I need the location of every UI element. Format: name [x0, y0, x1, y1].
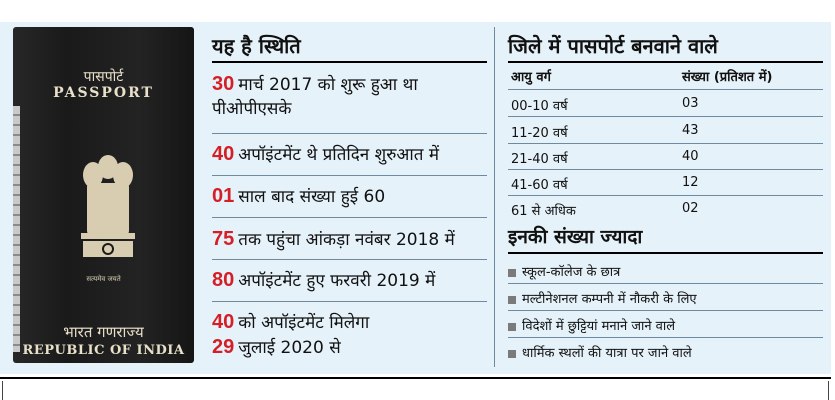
status-number: 40: [212, 311, 235, 333]
count-cell: 02: [682, 201, 699, 216]
passport-motto: सत्यमेव जयते: [86, 275, 121, 283]
passport-title-hindi: पासपोर्ट: [83, 69, 124, 85]
square-bullet-icon: [508, 268, 516, 277]
square-bullet-icon: [508, 295, 516, 304]
count-cell: 03: [682, 96, 699, 111]
status-text: साल बाद संख्या हुई 60: [238, 187, 386, 207]
majority-list-item: धार्मिक स्थलों की यात्रा पर जाने वाले: [508, 343, 692, 361]
status-item-2: 40 अपॉइंटमेंट थे प्रतिदिन शुरुआत में: [212, 142, 487, 167]
count-cell: 12: [682, 175, 699, 190]
column-divider: [494, 27, 495, 367]
status-number: 40: [212, 143, 235, 165]
square-bullet-icon: [508, 322, 516, 331]
majority-item-text: मल्टीनेशनल कम्पनी में नौकरी के लिए: [522, 292, 697, 307]
table-rule: [508, 143, 823, 144]
majority-list-item: मल्टीनेशनल कम्पनी में नौकरी के लिए: [508, 289, 697, 307]
status-item-1: 30 मार्च 2017 को शुरू हुआ था पीओपीएसके: [212, 72, 487, 121]
status-number: 30: [212, 73, 235, 95]
passport-cover-image: पासपोर्ट PASSPORT सत्यमेव जयते भारत गणरा…: [13, 27, 194, 363]
national-emblem-icon: [81, 155, 135, 257]
status-item-3: 01 साल बाद संख्या हुई 60: [212, 184, 487, 209]
column-header-age: आयु वर्ग: [511, 70, 551, 85]
status-heading: यह है स्थिति: [212, 34, 301, 58]
district-heading-rule: [508, 61, 823, 63]
status-text: जुलाई 2020 से: [238, 338, 341, 358]
bottom-rule: [0, 377, 831, 379]
majority-item-text: स्कूल-कॉलेज के छात्र: [522, 265, 621, 280]
district-heading: जिले में पासपोर्ट बनवाने वाले: [508, 34, 718, 58]
majority-item-text: धार्मिक स्थलों की यात्रा पर जाने वाले: [522, 346, 692, 361]
status-text: मार्च 2017 को शुरू हुआ था: [238, 75, 418, 95]
status-divider: [212, 259, 487, 260]
status-text: तक पहुंचा आंकड़ा नवंबर 2018 में: [238, 230, 455, 250]
table-rule: [508, 169, 823, 170]
status-item-5: 80 अपॉइंटमेंट हुए फरवरी 2019 में: [212, 268, 487, 293]
majority-heading-rule: [508, 252, 823, 254]
status-divider: [212, 133, 487, 134]
square-bullet-icon: [508, 349, 516, 358]
table-rule: [508, 195, 823, 196]
count-cell: 43: [682, 123, 699, 138]
next-section-frame: [2, 381, 829, 400]
age-group-cell: 00-10 वर्ष: [511, 99, 568, 114]
status-divider: [212, 175, 487, 176]
table-rule: [508, 89, 823, 90]
status-item-6: 40 को अपॉइंटमेंट मिलेगा 29 जुलाई 2020 से: [212, 310, 487, 360]
passport-country-english: REPUBLIC OF INDIA: [22, 343, 185, 358]
age-group-cell: 11-20 वर्ष: [511, 126, 568, 141]
passport-title-english: PASSPORT: [53, 85, 154, 101]
status-divider: [212, 217, 487, 218]
status-text: को अपॉइंटमेंट मिलेगा: [238, 313, 370, 333]
passport-page-edge: [13, 106, 20, 352]
age-group-cell: 21-40 वर्ष: [511, 152, 568, 167]
list-rule: [508, 283, 823, 284]
status-number: 75: [212, 228, 235, 250]
status-text: अपॉइंटमेंट थे प्रतिदिन शुरुआत में: [238, 145, 440, 165]
table-rule: [508, 116, 823, 117]
status-number: 01: [212, 185, 235, 207]
passport-country-hindi: भारत गणराज्य: [63, 323, 144, 341]
status-number: 29: [212, 336, 235, 358]
status-heading-rule: [212, 61, 487, 63]
status-divider: [212, 301, 487, 302]
majority-heading: इनकी संख्या ज्यादा: [508, 226, 643, 248]
status-text: अपॉइंटमेंट हुए फरवरी 2019 में: [238, 271, 436, 291]
list-rule: [508, 337, 823, 338]
majority-item-text: विदेशों में छुट्टियां मनाने जाने वाले: [522, 319, 676, 334]
majority-list-item: स्कूल-कॉलेज के छात्र: [508, 262, 620, 280]
status-item-4: 75 तक पहुंचा आंकड़ा नवंबर 2018 में: [212, 227, 487, 252]
status-text-line2: पीओपीएसके: [212, 99, 292, 119]
column-header-count: संख्या (प्रतिशत में): [682, 70, 773, 85]
age-group-cell: 41-60 वर्ष: [511, 178, 568, 193]
status-number: 80: [212, 269, 235, 291]
count-cell: 40: [682, 149, 699, 164]
list-rule: [508, 310, 823, 311]
age-group-cell: 61 से अधिक: [511, 204, 576, 219]
majority-list-item: विदेशों में छुट्टियां मनाने जाने वाले: [508, 316, 675, 334]
